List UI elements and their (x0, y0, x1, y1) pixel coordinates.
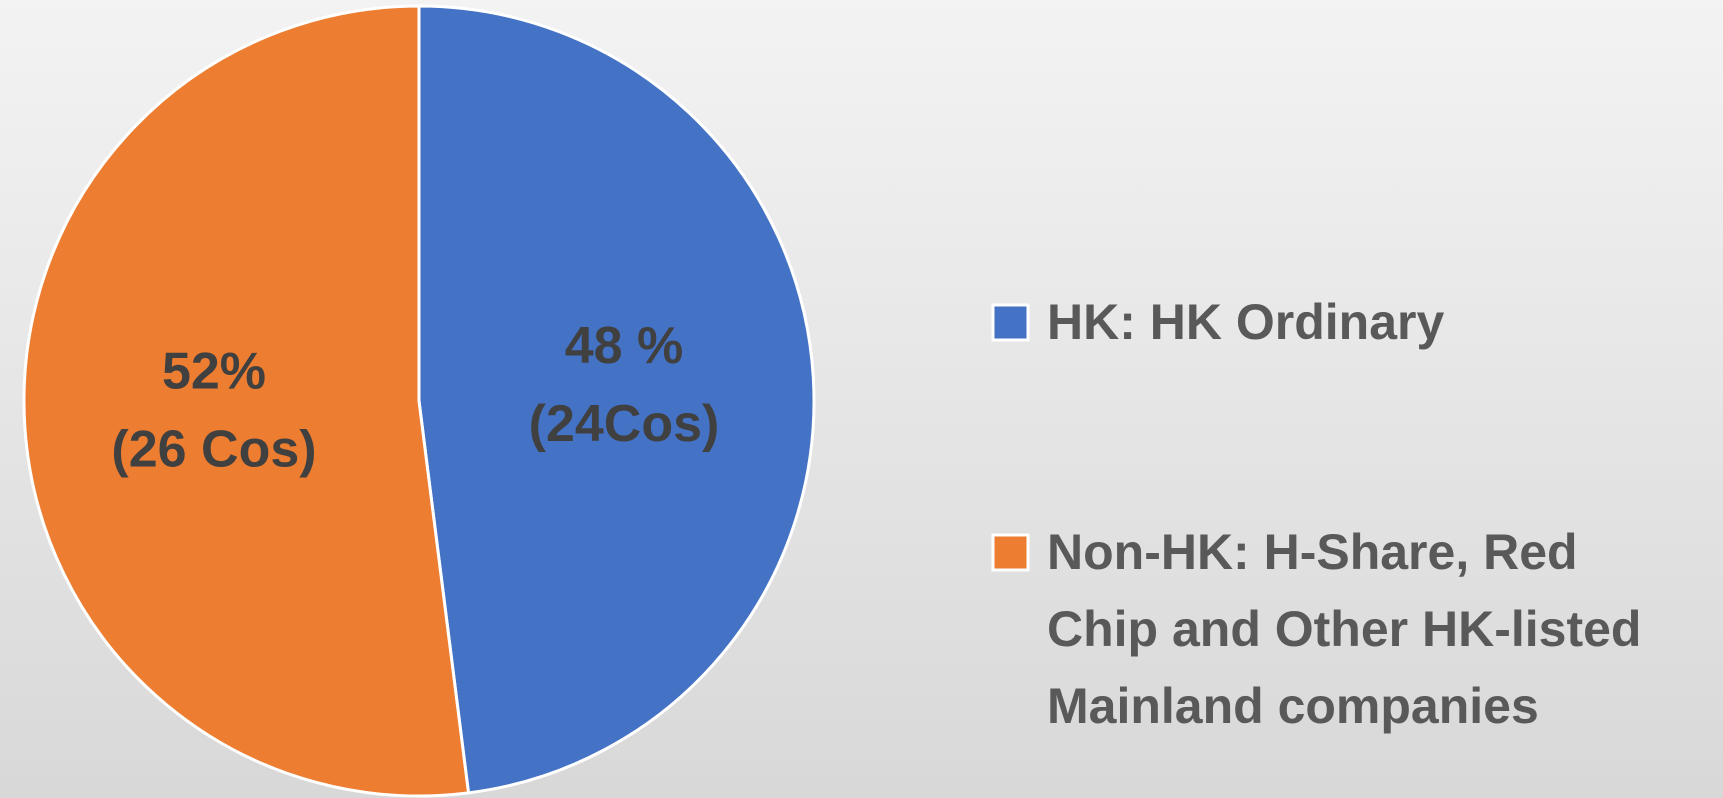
legend-swatch (991, 303, 1030, 342)
data-label: (26 Cos) (111, 421, 316, 479)
pie-slice (22, 4, 471, 798)
legend-label: Non-HK: H-Share, Red Chip and Other HK-l… (1047, 524, 1642, 734)
data-label: (24Cos) (529, 395, 720, 453)
legend-label: HK: HK Ordinary (1047, 294, 1445, 350)
data-label: 48 % (565, 317, 684, 375)
legend-swatch (991, 533, 1030, 572)
data-label: 52% (162, 343, 266, 401)
pie-slice (417, 4, 816, 795)
